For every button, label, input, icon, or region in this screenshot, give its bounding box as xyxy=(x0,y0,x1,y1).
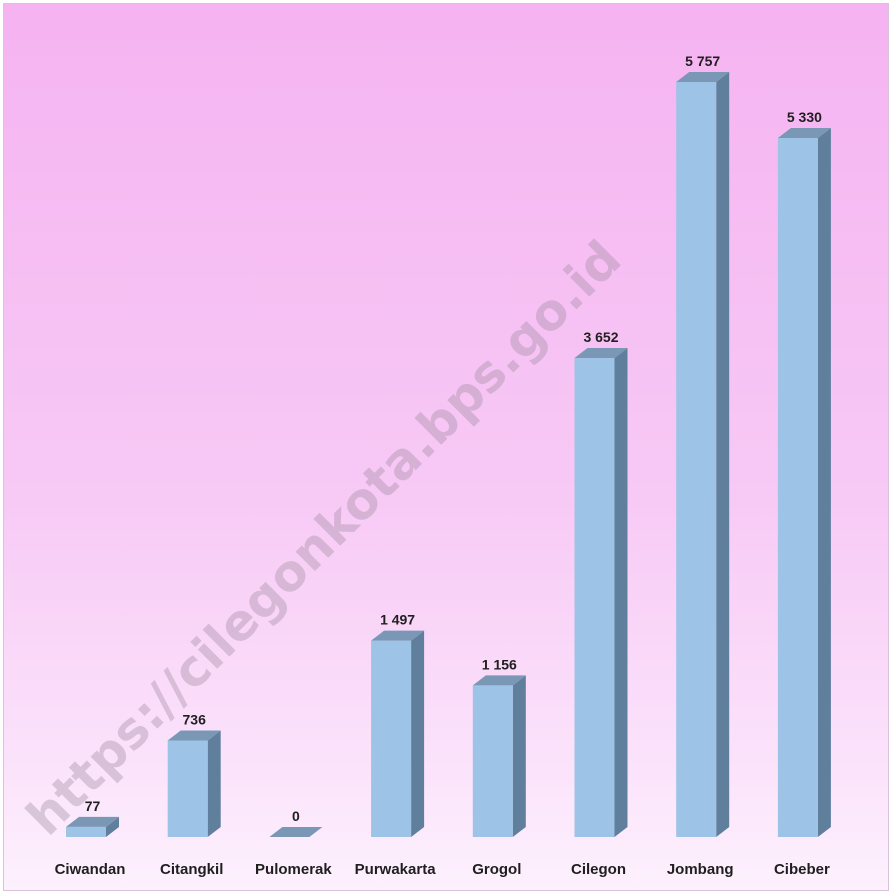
bar-side xyxy=(716,72,730,837)
value-label-jombang: 5 757 xyxy=(685,53,720,69)
bar-pulomerak xyxy=(269,827,323,837)
category-label-cibeber: Cibeber xyxy=(774,861,830,878)
category-label-pulomerak: Pulomerak xyxy=(255,861,332,878)
bar-front xyxy=(574,358,615,837)
bar-front xyxy=(167,740,208,837)
bar-top xyxy=(66,816,119,827)
category-label-jombang: Jombang xyxy=(667,861,734,878)
bar-jombang xyxy=(676,72,730,837)
bar-citangkil xyxy=(167,730,221,837)
value-label-cilegon: 3 652 xyxy=(583,329,618,345)
bar-front xyxy=(777,137,818,837)
bars-group xyxy=(66,72,831,838)
bar-side xyxy=(817,127,831,838)
bar-ciwandan xyxy=(66,816,119,837)
bar-side xyxy=(207,730,221,837)
bar-top xyxy=(167,730,221,741)
bar-cilegon xyxy=(574,348,628,837)
value-label-citangkil: 736 xyxy=(183,711,207,727)
bar-side xyxy=(614,348,628,837)
value-label-purwakarta: 1 497 xyxy=(380,612,415,628)
bar-top xyxy=(574,348,628,359)
bar-front xyxy=(472,685,513,837)
category-label-grogol: Grogol xyxy=(472,861,521,878)
value-label-ciwandan: 77 xyxy=(85,798,101,814)
value-labels-group: 77 736 0 1 497 1 156 3 652 5 757 5 330 xyxy=(85,53,822,824)
bar-side xyxy=(411,630,425,837)
bar-top xyxy=(371,630,425,641)
bar-front xyxy=(676,82,717,837)
bar-top xyxy=(777,127,831,138)
bar-purwakarta xyxy=(371,630,425,837)
chart-area xyxy=(3,3,889,891)
category-label-purwakarta: Purwakarta xyxy=(355,861,437,878)
bar-top xyxy=(269,827,323,837)
bar-grogol xyxy=(472,675,526,837)
category-label-cilegon: Cilegon xyxy=(571,861,626,878)
value-label-cibeber: 5 330 xyxy=(787,109,822,125)
bar-side xyxy=(106,816,119,837)
category-label-ciwandan: Ciwandan xyxy=(55,861,126,878)
category-label-citangkil: Citangkil xyxy=(160,861,223,878)
bar-front xyxy=(371,640,412,837)
bar-top xyxy=(676,72,730,82)
value-label-pulomerak: 0 xyxy=(292,808,300,824)
bar-top xyxy=(472,675,526,686)
bar-cibeber xyxy=(777,127,831,838)
bar-front xyxy=(66,826,106,837)
value-label-grogol: 1 156 xyxy=(482,656,517,672)
bar-side xyxy=(512,675,526,837)
category-labels-group: Ciwandan Citangkil Pulomerak Purwakarta Grog… xyxy=(55,861,830,878)
